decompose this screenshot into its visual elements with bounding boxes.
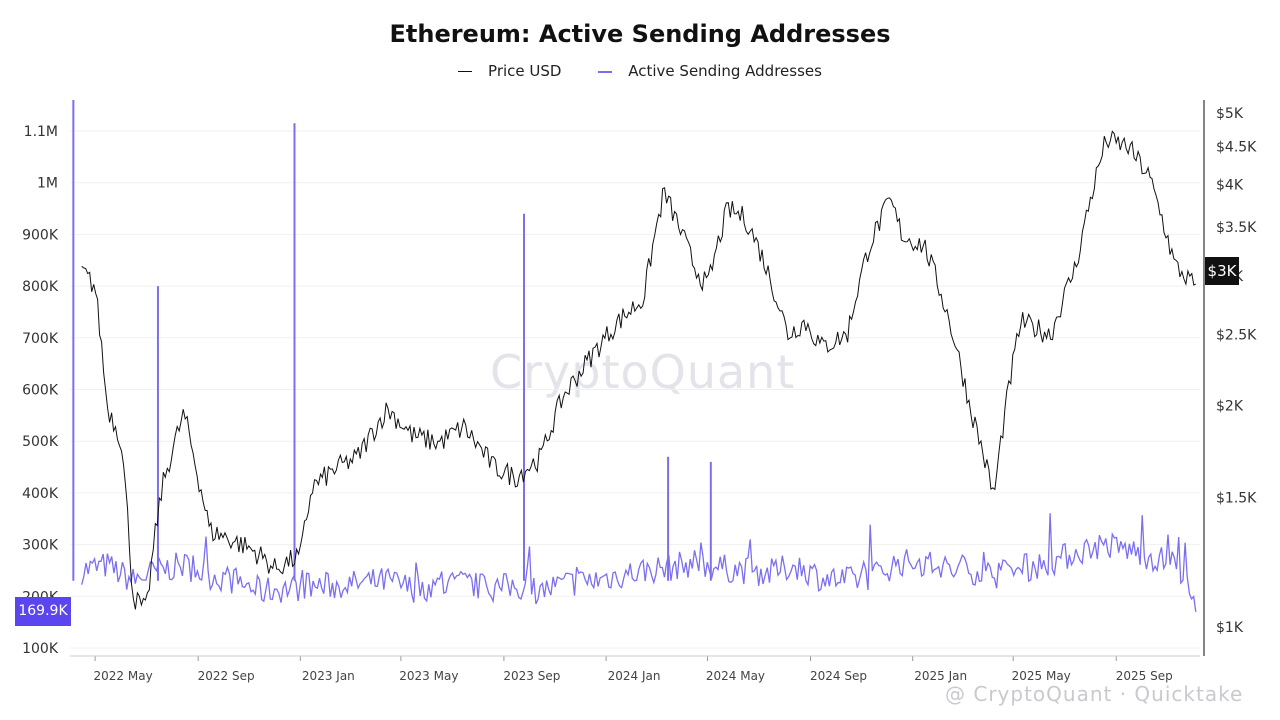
x-axis-ticks: 2022 May 2022 Sep 2023 Jan 2023 May 2023 Sep…	[94, 656, 1173, 683]
left-tick-label: 900K	[22, 227, 59, 243]
x-tick-label: 2024 Jan	[608, 669, 661, 683]
legend-item-active-addresses[interactable]: Active Sending Addresses	[590, 62, 830, 80]
left-tick-label: 1M	[37, 176, 58, 192]
footer-credit: @ CryptoQuant · Quicktake	[945, 682, 1244, 706]
price-line	[81, 130, 1197, 610]
right-tick-label: $1K	[1216, 620, 1244, 636]
grid-lines	[70, 130, 1200, 649]
x-tick-label: 2023 May	[399, 669, 458, 683]
right-tick-label: $2.5K	[1216, 327, 1257, 343]
left-tick-label: 400K	[22, 486, 59, 502]
x-tick-label: 2025 Sep	[1116, 669, 1173, 683]
active-addresses-line	[81, 513, 1197, 612]
left-tick-label: 700K	[22, 331, 59, 347]
left-tick-label: 1.1M	[24, 124, 58, 140]
x-tick-label: 2025 Jan	[914, 669, 967, 683]
x-tick-label: 2023 Sep	[503, 669, 560, 683]
chart-legend: Price USD Active Sending Addresses	[0, 62, 1280, 80]
active-addresses-series	[72, 100, 1197, 612]
right-tick-label: $5K	[1216, 106, 1244, 122]
left-tick-label: 800K	[22, 279, 59, 295]
x-tick-label: 2024 Sep	[810, 669, 867, 683]
current-price-badge: $3K	[1205, 257, 1239, 285]
right-tick-label: $1.5K	[1216, 491, 1257, 507]
left-axis-ticks: 1.1M1M900K800K700K600K500K400K300K200K10…	[22, 124, 59, 657]
current-active-addresses-badge: 169.9K	[15, 597, 71, 626]
right-tick-label: $3.5K	[1216, 220, 1257, 236]
left-tick-label: 500K	[22, 434, 59, 450]
left-tick-label: 600K	[22, 383, 59, 399]
x-tick-label: 2023 Jan	[302, 669, 355, 683]
x-tick-label: 2025 May	[1012, 669, 1071, 683]
chart-title: Ethereum: Active Sending Addresses	[389, 20, 891, 48]
right-axis-ticks: $5K$4.5K$4K$3.5K$3K$2.5K$2K$1.5K$1K	[1216, 106, 1257, 636]
right-tick-label: $4.5K	[1216, 140, 1257, 156]
price-series	[81, 130, 1197, 610]
legend-item-price[interactable]: Price USD	[450, 62, 569, 80]
x-tick-label: 2024 May	[706, 669, 765, 683]
right-tick-label: $4K	[1216, 177, 1244, 193]
left-tick-label: 300K	[22, 538, 59, 554]
left-tick-label: 100K	[22, 641, 59, 657]
x-tick-label: 2022 May	[94, 669, 153, 683]
x-tick-label: 2022 Sep	[198, 669, 255, 683]
right-tick-label: $2K	[1216, 399, 1244, 415]
